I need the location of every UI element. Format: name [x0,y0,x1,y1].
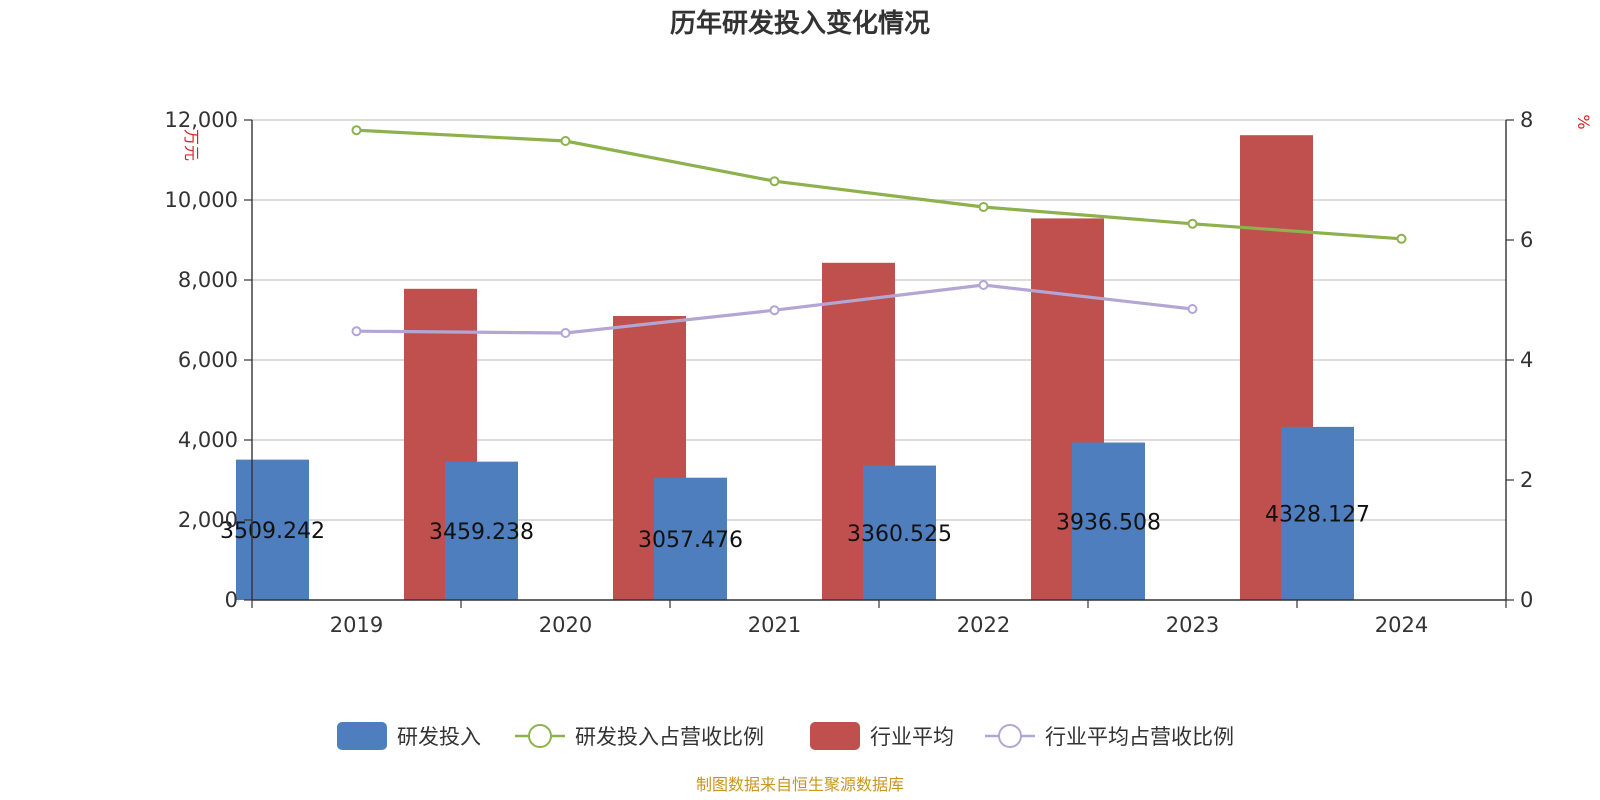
x-axis-tick-label: 2021 [748,613,801,637]
line-point [560,136,571,146]
left-axis-tick-label: 2,000 [178,508,238,532]
legend-label: 研发投入 [397,725,481,749]
legend-item[interactable]: 研发投入 [337,722,481,750]
line-point [1396,233,1407,244]
left-axis-tick-label: 6,000 [178,348,238,372]
right-axis-tick-label: 4 [1520,348,1533,372]
line-point [769,305,780,316]
left-axis-tick-label: 8,000 [178,268,238,292]
legend-swatch [810,722,860,750]
line-series-1 [356,128,1402,241]
right-axis-unit: % [1574,114,1593,129]
legend-item[interactable]: 研发投入占营收比例 [515,724,764,749]
chart-title: 历年研发投入变化情况 [670,8,930,39]
line-point [1187,218,1198,229]
bar-rd-investment [236,459,309,600]
data-label: 3936.508 [1056,510,1161,535]
data-labels: 3509.242 3459.238 3057.476 3360.525 3936.508… [220,502,1370,552]
bar-rd-investment [654,477,727,600]
x-axis-tick-label: 2024 [1375,613,1428,637]
right-axis-tick-label: 6 [1520,228,1533,252]
right-axis-tick-label: 2 [1520,468,1533,492]
data-label: 3360.525 [847,522,952,547]
line-point [351,326,362,337]
line-point [978,280,989,290]
left-axis-tick-label: 4,000 [178,428,238,452]
data-label: 3509.242 [220,519,325,544]
bar-rd-investment [445,461,518,600]
axes: 0 2,000 4,000 6,000 8,000 10,000 12,000 0 2 4 6 8 20… [165,108,1534,637]
data-label: 3459.238 [429,520,534,545]
left-axis-unit: 万元 [182,129,201,161]
legend-label: 行业平均 [870,725,954,749]
legend-item[interactable]: 行业平均占营收比例 [985,724,1234,749]
line-point [560,328,571,338]
legend-item[interactable]: 行业平均 [810,722,954,750]
legend-label: 研发投入占营收比例 [575,725,764,749]
legend-swatch-marker [528,724,552,748]
left-axis-tick-label: 10,000 [165,188,238,212]
bar-rd-investment [863,465,936,600]
source-note: 制图数据来自恒生聚源数据库 [696,775,904,794]
left-axis-tick-label: 0 [225,588,238,612]
line-point [351,125,362,136]
data-label: 3057.476 [638,528,743,553]
line-point [769,176,780,187]
legend-label: 行业平均占营收比例 [1045,725,1234,749]
bar-rd-investment [1072,442,1145,600]
lines [351,125,1407,338]
legend-swatch-marker [998,724,1022,748]
legend-swatch [337,722,387,750]
right-axis-tick-label: 0 [1520,588,1533,612]
left-axis-tick-label: 12,000 [165,108,238,132]
x-axis-tick-label: 2022 [957,613,1010,637]
right-axis-tick-label: 8 [1520,108,1533,132]
bar-rd-investment [1281,426,1354,600]
bars [236,135,1354,600]
x-axis-tick-label: 2023 [1166,613,1219,637]
legend: 研发投入 研发投入占营收比例 行业平均 行业平均占营收比例 [337,722,1234,750]
x-axis-tick-label: 2020 [539,613,592,637]
data-label: 4328.127 [1265,502,1370,527]
line-point [978,202,989,212]
line-point [1187,304,1198,314]
x-axis-tick-label: 2019 [330,613,383,637]
